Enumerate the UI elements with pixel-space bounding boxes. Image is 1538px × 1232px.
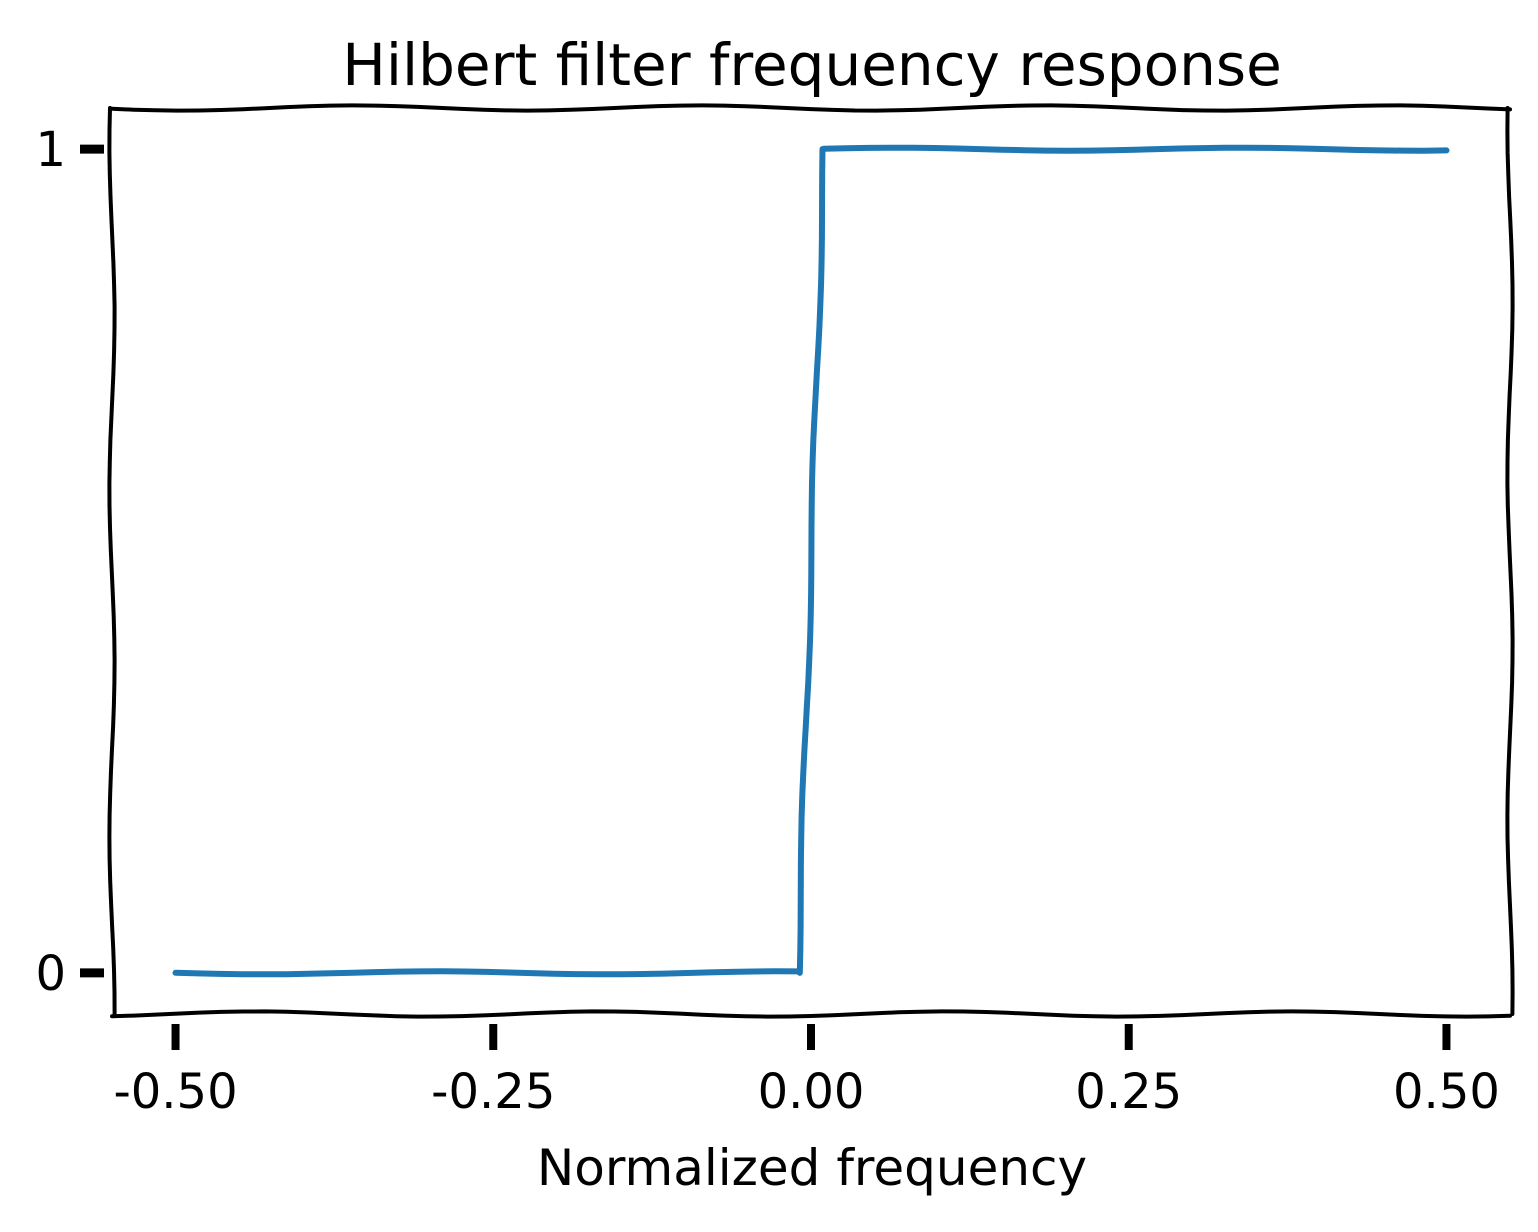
x-axis-ticks: -0.50 -0.25 0.00 0.25 0.50 (113, 1024, 1500, 1120)
x-tick-label: -0.50 (113, 1064, 237, 1120)
axis-spine-bottom (110, 1009, 1512, 1019)
x-axis-label: Normalized frequency (537, 1139, 1087, 1197)
axis-spine-right (1505, 106, 1515, 1016)
x-tick-label: 0.25 (1075, 1064, 1182, 1120)
axis-spine-left (107, 106, 117, 1016)
series-line (172, 144, 1450, 978)
y-tick-label: 0 (35, 946, 66, 1002)
y-axis-ticks: 01 (35, 122, 104, 1002)
series-layer (172, 144, 1450, 978)
chart-title: Hilbert filter frequency response (342, 31, 1282, 99)
x-tick-label: 0.50 (1393, 1064, 1500, 1120)
plot-area (107, 103, 1515, 1019)
x-tick-label: -0.25 (431, 1064, 555, 1120)
y-tick-label: 1 (35, 122, 66, 178)
axis-spine-top (110, 103, 1512, 113)
x-tick-label: 0.00 (758, 1064, 865, 1120)
